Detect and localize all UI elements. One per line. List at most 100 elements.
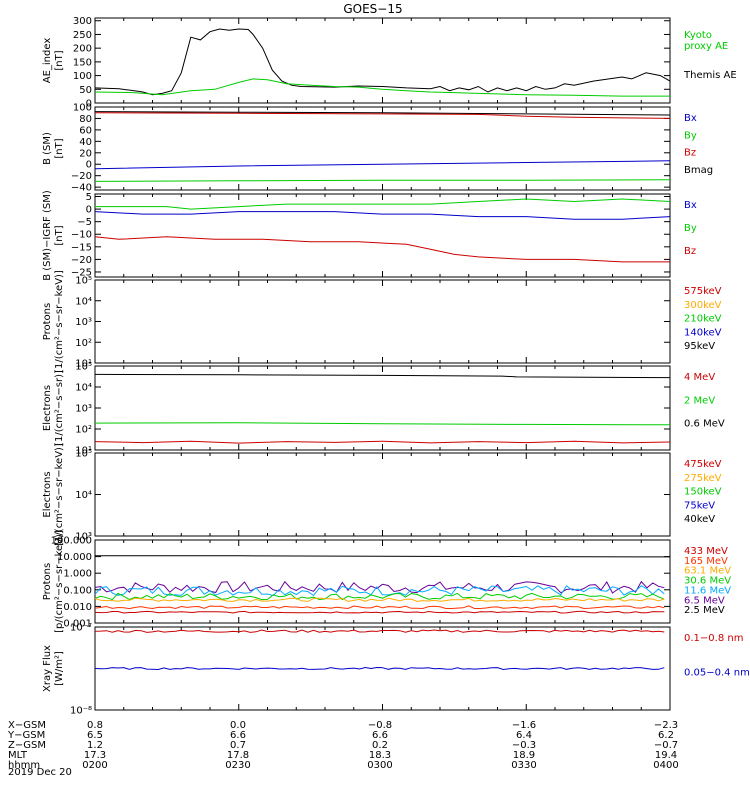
y-tick-label: 1.000	[63, 569, 92, 580]
series-line-165-mev	[94, 605, 665, 610]
y-tick-label: 10⁴	[75, 383, 92, 394]
legend-label: 0.05−0.4 nm	[684, 668, 750, 679]
ephemeris-value: 0400	[653, 760, 678, 771]
panel-1: 300 250 200 150 100 50 0 AE_index [nT] Kyotoproxy…	[42, 16, 737, 109]
legend-label: 4 MeV	[684, 372, 715, 383]
series-line-bx	[94, 160, 671, 170]
y-tick-label: 10⁻⁷	[70, 623, 92, 634]
legend-label: 300keV	[684, 300, 722, 311]
legend-label: 75keV	[684, 500, 715, 511]
y-tick-label: −15	[71, 242, 92, 253]
panel-frame	[94, 539, 671, 624]
ephemeris-row-label: Z−GSM	[8, 740, 46, 751]
y-axis-label: AE_index	[42, 38, 53, 84]
ephemeris-value: 0230	[225, 760, 250, 771]
legend-label: 475keV	[684, 459, 722, 470]
y-tick-label: −40	[71, 183, 92, 194]
legend-label: 30.6 MeV	[684, 576, 731, 587]
legend-label: 210keV	[684, 314, 722, 325]
legend-label: Themis AE	[683, 70, 737, 81]
legend-label: 63.1 MeV	[684, 566, 731, 577]
ephemeris-value: 0.8	[87, 720, 103, 731]
series-line-11-6-mev	[94, 585, 665, 597]
panel-6: 10⁵ 10⁴ 10³ Electrons [1/(cm²−s−sr−keV)] 475k…	[42, 443, 722, 546]
ephemeris-value: 6.2	[658, 730, 674, 741]
series-line-bz	[94, 112, 671, 119]
ephemeris-value: 0.7	[230, 740, 246, 751]
y-tick-label: 10³	[75, 532, 92, 543]
legend-label: Bx	[684, 200, 697, 211]
y-tick-label: 10³	[75, 404, 92, 415]
y-tick-label: 100	[73, 71, 92, 82]
ephemeris-value: 17.3	[84, 750, 106, 761]
legend-label: 150keV	[684, 487, 722, 498]
y-tick-label: 10¹	[75, 359, 92, 370]
y-tick-label: −20	[71, 255, 92, 266]
ephemeris-value: 17.8	[227, 750, 249, 761]
y-axis-label: [1/(cm²−s−sr)]	[54, 370, 65, 446]
y-tick-label: 5	[86, 192, 92, 203]
ephemeris-value: 6.4	[516, 730, 532, 741]
y-axis-label: Protons	[42, 303, 53, 340]
ephemeris-value: 0300	[367, 760, 392, 771]
legend-label: Bz	[684, 148, 696, 159]
legend-label: By	[684, 130, 697, 141]
ephemeris-value: −0.7	[654, 740, 678, 751]
legend-label: Kyoto	[684, 30, 712, 41]
y-axis-label: B (SM)	[42, 132, 53, 165]
y-axis-label: Protons	[42, 563, 53, 600]
ephemeris-value: −0.3	[512, 740, 536, 751]
series-line-433-mev	[94, 610, 665, 614]
panel-7: 100.000 10.000 1.000 0.100 0.010 0.001 Protons…	[42, 530, 731, 633]
y-tick-label: 10.000	[57, 552, 92, 563]
legend-label: Bz	[684, 246, 696, 257]
legend-label: 6.5 MeV	[684, 595, 725, 606]
legend-label: Bx	[684, 113, 697, 124]
y-axis-label: B (SM)−IGRF (SM)	[42, 190, 53, 281]
legend-label: 40keV	[684, 514, 715, 525]
legend-label: proxy AE	[684, 41, 728, 52]
ephemeris-value: −2.3	[654, 720, 678, 731]
ephemeris-value: 18.3	[369, 750, 391, 761]
panel-5: 10⁵ 10⁴ 10³ 10² 10¹ Electrons [1/(cm²−s−sr)] 4 …	[42, 362, 725, 457]
ephemeris-value: 0330	[511, 760, 536, 771]
y-tick-label: 10²	[75, 425, 92, 436]
panel-frame	[94, 17, 671, 104]
ephemeris-value: 6.6	[372, 730, 388, 741]
y-tick-label: 250	[73, 30, 92, 41]
series-line-bz	[94, 236, 670, 263]
legend-label: 11.6 MeV	[684, 585, 731, 596]
y-tick-label: 200	[73, 44, 92, 55]
ephemeris-value: 1.2	[87, 740, 103, 751]
legend-label: 2.5 MeV	[684, 605, 725, 616]
y-tick-label: −10	[71, 230, 92, 241]
series-line-0-1-0-8-nm	[94, 629, 665, 633]
y-tick-label: −5	[77, 217, 92, 228]
legend-label: By	[684, 223, 697, 234]
legend-label: 0.6 MeV	[684, 419, 725, 430]
y-tick-label: 10⁵	[75, 362, 92, 373]
panel-frame	[94, 279, 671, 364]
panel-frame	[94, 452, 671, 537]
series-line-2-mev	[94, 422, 671, 426]
legend-label: 433 MeV	[684, 546, 728, 557]
y-tick-label: 10³	[75, 317, 92, 328]
ephemeris-value: 19.4	[655, 750, 677, 761]
y-axis-label: [nT]	[54, 225, 65, 245]
y-tick-label: 0.001	[63, 619, 92, 630]
series-line-bx	[94, 211, 671, 220]
series-line-63-1-mev	[94, 597, 665, 602]
legend-label: Bmag	[684, 165, 713, 176]
y-tick-label: 50	[79, 85, 92, 96]
y-tick-label: 10⁴	[75, 490, 92, 501]
legend-label: 95keV	[684, 341, 715, 352]
panel-3: 5 0−5 −10−15 −20−25 B (SM)−IGRF (SM) [nT] Bx By…	[42, 190, 697, 281]
y-tick-label: 80	[79, 114, 92, 125]
y-tick-label: 60	[79, 125, 92, 136]
ephemeris-row-label: X−GSM	[8, 720, 46, 731]
panel-frame	[94, 365, 671, 451]
y-tick-label: 10²	[75, 338, 92, 349]
y-tick-label: 20	[79, 148, 92, 159]
